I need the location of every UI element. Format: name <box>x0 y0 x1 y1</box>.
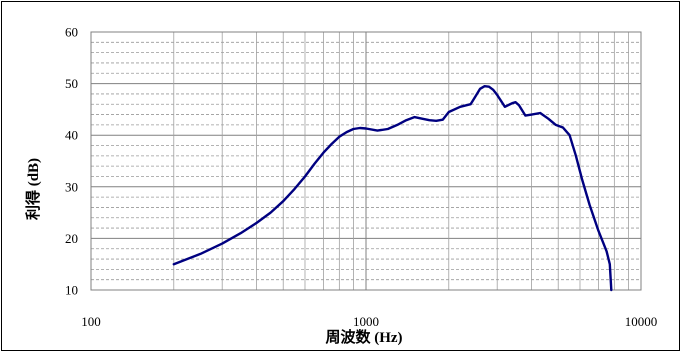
x-tick-label: 100 <box>81 314 101 329</box>
y-axis-ticks: 10 20 30 40 50 60 <box>65 25 78 298</box>
y-tick-label: 50 <box>65 76 78 91</box>
plot-area <box>90 31 642 291</box>
y-tick-label: 10 <box>65 283 78 298</box>
x-axis-title: 周波数 (Hz) <box>325 328 402 346</box>
y-tick-label: 40 <box>65 128 78 143</box>
y-tick-label: 20 <box>65 231 78 246</box>
series-line-gain <box>172 85 613 292</box>
x-axis-ticks: 100 1000 10000 <box>81 314 657 329</box>
y-tick-label: 60 <box>65 25 78 40</box>
x-tick-label: 1000 <box>353 314 379 329</box>
grid-lines <box>90 31 642 291</box>
x-tick-label: 10000 <box>625 314 658 329</box>
y-tick-label: 30 <box>65 179 78 194</box>
y-axis-title: 利得 (dB) <box>24 158 42 220</box>
